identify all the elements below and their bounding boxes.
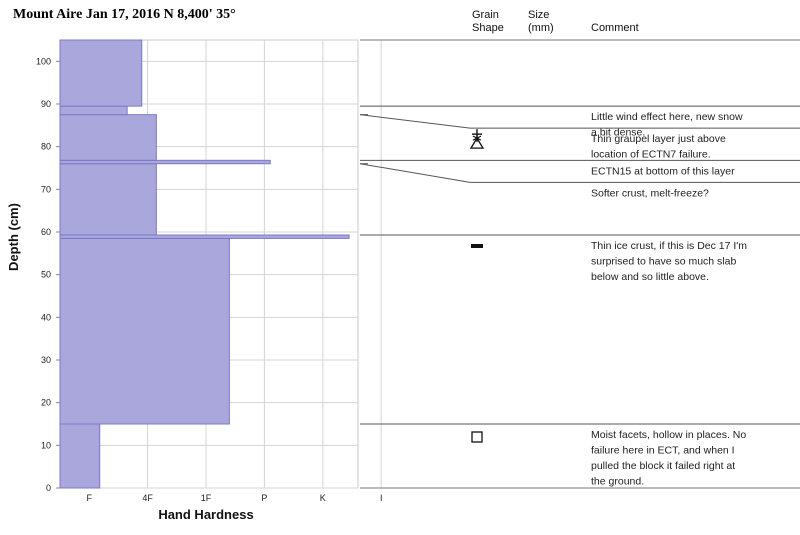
profile-title: Mount Aire Jan 17, 2016 N 8,400' 35° <box>13 7 236 22</box>
y-tick-label: 0 <box>46 483 51 493</box>
note-comment-line: pulled the block it failed right at <box>591 460 735 472</box>
note-comment-line: Thin ice crust, if this is Dec 17 I'm <box>591 240 747 252</box>
x-tick-label: I <box>380 493 383 503</box>
y-tick-label: 80 <box>41 142 51 152</box>
x-tick-label: F <box>86 493 92 503</box>
hardness-bars <box>59 39 350 489</box>
x-axis-label: Hand Hardness <box>158 507 253 522</box>
note-comment-line: Softer crust, melt-freeze? <box>591 187 709 199</box>
note-comment-line: Moist facets, hollow in places. No <box>591 429 746 441</box>
layer-notes: Little wind effect here, new snow a bit d… <box>359 39 800 489</box>
y-tick-label: 30 <box>41 355 51 365</box>
y-tick-label: 50 <box>41 270 51 280</box>
note-comment-line: below and so little above. <box>591 271 709 283</box>
hardness-bar-2 <box>59 237 230 425</box>
y-axis-label: Depth (cm) <box>6 203 21 271</box>
grain-shape-header-line2: Shape <box>472 22 504 34</box>
grain-graupel-icon <box>469 136 485 149</box>
hardness-axis: F 4F 1F P K I <box>86 493 382 503</box>
x-tick-label: 4F <box>142 493 153 503</box>
y-tick-label: 60 <box>41 227 51 237</box>
comment-header: Comment <box>591 22 639 34</box>
note-comment-line: surprised to have so much slab <box>591 255 736 267</box>
hardness-bar-3 <box>59 234 350 239</box>
grain-graupel-icon <box>472 135 482 141</box>
hardness-bar-1 <box>59 423 101 489</box>
hardness-bar-6 <box>59 114 157 161</box>
size-header-line1: Size <box>528 9 549 21</box>
grain-facet-icon <box>471 431 483 443</box>
x-tick-label: P <box>261 493 267 503</box>
note-comment-line: a bit dense. <box>591 127 645 139</box>
y-tick-label: 40 <box>41 312 51 322</box>
x-tick-label: 1F <box>201 493 212 503</box>
hardness-bar-5 <box>59 159 271 165</box>
y-tick-label: 20 <box>41 398 51 408</box>
grain-shape-header-line1: Grain <box>472 9 499 21</box>
note-comment-line: Little wind effect here, new snow <box>591 111 743 123</box>
y-tick-label: 90 <box>41 99 51 109</box>
layer-connector <box>359 163 471 183</box>
layer-connector <box>359 114 471 129</box>
note-comment-line: failure here in ECT, and when I <box>591 445 735 457</box>
depth-axis: 0 10 20 30 40 50 60 70 80 90 100 <box>36 56 60 493</box>
hardness-bar-7 <box>59 105 128 116</box>
y-tick-label: 100 <box>36 56 51 66</box>
column-headers: Grain Shape Size (mm) Comment <box>472 9 639 34</box>
hardness-bar-8 <box>59 39 143 107</box>
note-comment-line: Thin graupel layer just above <box>591 133 726 145</box>
y-tick-label: 10 <box>41 440 51 450</box>
note-comment-line: the ground. <box>591 476 644 488</box>
note-comment-line: ECTN15 at bottom of this layer <box>591 165 735 177</box>
grain-ice-crust-icon <box>471 243 483 248</box>
hardness-bar-4 <box>59 163 157 236</box>
x-tick-label: K <box>320 493 326 503</box>
note-comment-line: location of ECTN7 failure. <box>591 149 711 161</box>
y-tick-label: 70 <box>41 184 51 194</box>
size-header-line2: (mm) <box>528 22 554 34</box>
